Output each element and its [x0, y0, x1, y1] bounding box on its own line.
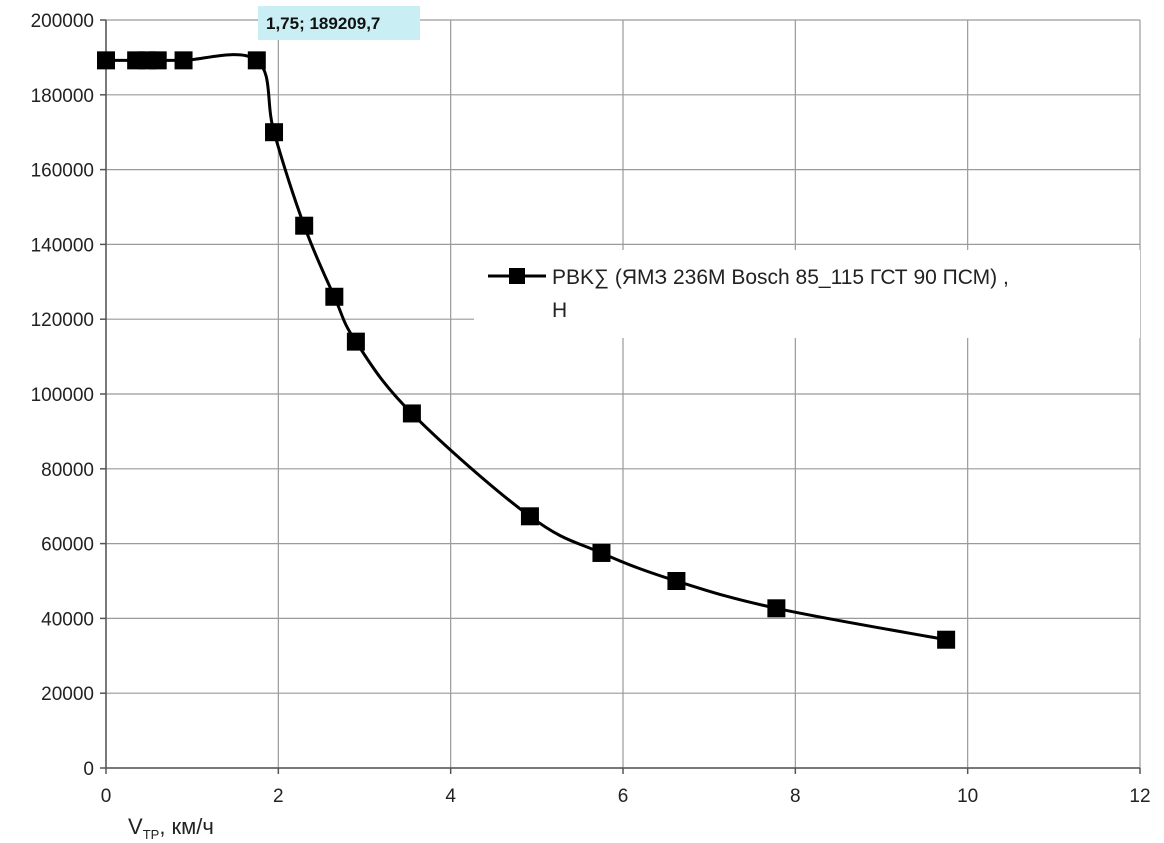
- x-axis-label: VТР, км/ч: [128, 814, 214, 842]
- y-tick-label-0: 0: [83, 759, 94, 780]
- y-axis-tick-labels: 0 20000 40000 60000 80000 100000 120000 140000 1…: [31, 11, 94, 780]
- y-tick-label-6: 120000: [31, 310, 94, 331]
- data-point-0-3: [148, 51, 167, 70]
- x-axis-tick-labels: 0 2 4 6 8 10 12: [101, 786, 1151, 807]
- y-tick-label-2: 40000: [41, 609, 94, 630]
- legend-marker-sample: [509, 268, 525, 284]
- legend-box: [474, 250, 1140, 338]
- data-point-0-13: [667, 572, 686, 590]
- data-point-0-12: [592, 543, 611, 562]
- data-callout-box: [258, 6, 420, 40]
- x-tick-label-4: 8: [790, 786, 801, 807]
- x-tick-label-0: 0: [101, 786, 112, 807]
- data-point-0-9: [346, 332, 365, 351]
- y-tick-label-7: 140000: [31, 235, 94, 256]
- data-point-0-7: [295, 216, 314, 235]
- x-tick-label-6: 12: [1129, 786, 1150, 807]
- series-layer: [97, 51, 956, 649]
- y-tick-label-9: 180000: [31, 86, 94, 107]
- data-point-0-4: [174, 51, 193, 70]
- data-callout-label: 1,75; 189209,7: [266, 14, 380, 33]
- data-point-0-6: [265, 123, 284, 142]
- axes: [100, 19, 1141, 774]
- legend: PBK∑ (ЯМЗ 236М Bosch 85_115 ГСТ 90 ПСМ) …: [474, 250, 1140, 338]
- y-tick-label-10: 200000: [31, 11, 94, 32]
- data-point-0-8: [325, 287, 344, 306]
- x-axis-label-symbol: V: [128, 814, 143, 839]
- data-callout: 1,75; 189209,7: [258, 6, 420, 40]
- y-tick-label-5: 100000: [31, 385, 94, 406]
- y-tick-label-1: 20000: [41, 684, 94, 705]
- data-point-0-5: [247, 51, 266, 70]
- x-axis-label-subscript: ТР: [143, 827, 160, 842]
- x-tick-label-1: 2: [273, 786, 284, 807]
- x-tick-label-2: 4: [445, 786, 456, 807]
- y-tick-label-3: 60000: [41, 535, 94, 556]
- data-point-0-14: [767, 599, 786, 618]
- y-tick-label-4: 80000: [41, 460, 94, 481]
- legend-label: PBK∑ (ЯМЗ 236М Bosch 85_115 ГСТ 90 ПСМ) …: [552, 266, 1009, 289]
- x-axis-label-unit: , км/ч: [159, 814, 214, 839]
- x-tick-label-3: 6: [618, 786, 629, 807]
- legend-label-unit: Н: [552, 299, 567, 322]
- data-point-0-11: [520, 507, 539, 526]
- data-point-0-15: [937, 630, 956, 649]
- data-point-0-0: [97, 51, 115, 70]
- y-tick-label-8: 160000: [31, 161, 94, 182]
- data-point-0-10: [402, 404, 421, 423]
- x-tick-label-5: 10: [957, 786, 978, 807]
